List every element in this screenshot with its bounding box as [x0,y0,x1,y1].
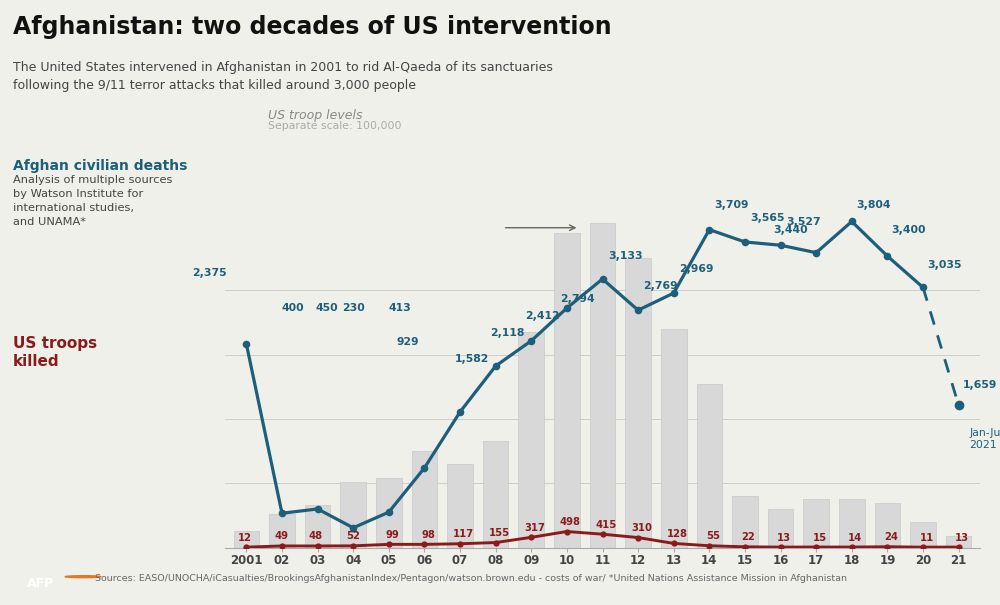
Text: 929: 929 [396,337,419,347]
Text: 413: 413 [389,302,412,313]
Text: 3,565: 3,565 [750,212,785,223]
Bar [732,496,758,548]
Text: 2,794: 2,794 [560,294,595,304]
Text: 3,804: 3,804 [856,200,891,210]
Text: Separate scale: 100,000: Separate scale: 100,000 [268,121,402,131]
Bar [910,522,936,548]
Bar [518,332,544,548]
Text: 2,969: 2,969 [679,264,714,274]
Text: AFP: AFP [27,577,54,590]
Text: 155: 155 [489,528,510,538]
Text: 24: 24 [884,532,898,542]
Text: 450: 450 [316,302,338,313]
Text: 230: 230 [342,302,365,313]
Bar [554,232,580,548]
Text: 1,582: 1,582 [455,354,489,364]
Text: 2,412: 2,412 [525,311,559,321]
Text: 317: 317 [524,523,545,533]
Text: 15: 15 [813,532,827,543]
Text: 3,440: 3,440 [774,226,808,235]
Text: US troop levels: US troop levels [268,109,362,122]
Text: 400: 400 [282,302,305,313]
Text: 12: 12 [238,532,252,543]
Text: 1,659: 1,659 [963,380,997,390]
Bar [768,509,793,548]
Text: Afghanistan: two decades of US intervention: Afghanistan: two decades of US intervent… [13,15,612,39]
Bar [234,531,259,548]
Text: 13: 13 [777,532,791,543]
Bar [590,223,615,548]
Text: Afghan civilian deaths: Afghan civilian deaths [13,159,187,172]
Bar [447,464,473,548]
Bar [946,536,971,548]
Text: 11: 11 [919,532,934,543]
Text: 55: 55 [706,531,720,541]
Text: 49: 49 [275,531,289,541]
Bar [412,451,437,548]
Bar [803,499,829,548]
Text: 2,769: 2,769 [643,281,678,291]
Bar [376,479,402,548]
Text: 48: 48 [309,531,323,541]
Bar [625,258,651,548]
Text: 3,527: 3,527 [786,217,821,227]
Text: US troops
killed: US troops killed [13,336,97,370]
Bar [875,503,900,548]
Bar [305,505,330,548]
Text: 13: 13 [955,532,969,543]
Text: Jan-June
2021: Jan-June 2021 [969,428,1000,450]
Bar [697,384,722,548]
Text: The United States intervened in Afghanistan in 2001 to rid Al-Qaeda of its sanct: The United States intervened in Afghanis… [13,60,553,91]
Text: Analysis of multiple sources
by Watson Institute for
international studies,
and : Analysis of multiple sources by Watson I… [13,175,172,227]
Text: 14: 14 [848,532,862,543]
Text: 22: 22 [742,532,755,542]
Bar [661,329,687,548]
Text: 52: 52 [346,531,360,541]
Text: 99: 99 [386,530,399,540]
Bar [839,499,865,548]
Circle shape [65,576,101,578]
Text: 3,035: 3,035 [927,260,962,270]
Text: 3,400: 3,400 [892,226,926,235]
Text: Sources: EASO/UNOCHA/iCasualties/BrookingsAfghanistanIndex/Pentagon/watson.brown: Sources: EASO/UNOCHA/iCasualties/Brookin… [95,574,847,583]
Text: 98: 98 [421,530,435,540]
Text: 3,709: 3,709 [715,200,749,210]
Text: 128: 128 [667,529,688,539]
Bar [483,442,508,548]
Text: 310: 310 [631,523,652,533]
Text: 498: 498 [560,517,581,527]
Bar [269,514,295,548]
Bar [340,482,366,548]
Text: 2,375: 2,375 [192,268,227,278]
Text: 117: 117 [453,529,474,539]
Text: 3,133: 3,133 [608,251,642,261]
Text: 415: 415 [595,520,617,530]
Text: 2,118: 2,118 [490,329,525,338]
